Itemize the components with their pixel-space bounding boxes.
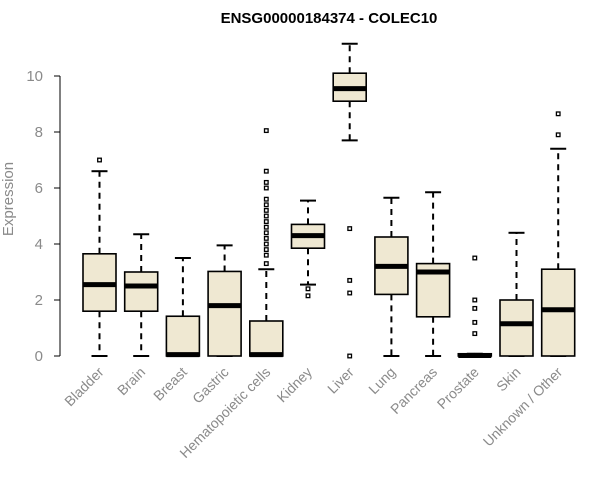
box-group-skin xyxy=(499,231,534,357)
x-category-label: Bladder xyxy=(61,364,107,410)
outlier-point xyxy=(305,286,311,292)
box-group-bladder xyxy=(82,157,117,357)
box xyxy=(249,320,284,357)
outlier-point xyxy=(555,132,561,138)
x-category-label: Brain xyxy=(114,364,148,398)
chart-title: ENSG00000184374 - COLEC10 xyxy=(221,10,438,27)
outlier-point xyxy=(263,230,269,236)
outlier-point xyxy=(263,185,269,191)
outlier-point xyxy=(347,226,353,232)
x-category-label: Lung xyxy=(365,364,398,397)
outlier-point xyxy=(263,213,269,219)
box xyxy=(123,271,159,313)
outlier-point xyxy=(263,235,269,241)
y-axis: 0 2 4 6 8 10 xyxy=(26,68,61,365)
y-tick-label: 4 xyxy=(35,236,43,253)
outlier-point xyxy=(263,224,269,230)
outlier-point xyxy=(263,196,269,202)
outlier-point xyxy=(263,202,269,208)
y-tick-label: 6 xyxy=(35,180,43,197)
outlier-point xyxy=(263,179,269,185)
box xyxy=(540,268,576,357)
x-category-label: Skin xyxy=(493,364,524,395)
box xyxy=(499,299,534,357)
box xyxy=(165,315,201,357)
box-group-hematopoietic-cells xyxy=(249,128,284,358)
outlier-point xyxy=(97,157,102,163)
outlier-point xyxy=(472,319,478,325)
outlier-point xyxy=(305,293,311,299)
box-group-pancreas xyxy=(415,191,451,357)
y-tick-label: 2 xyxy=(35,292,43,309)
outlier-point xyxy=(263,219,269,225)
y-tick-label: 8 xyxy=(35,124,43,141)
x-category-label: Breast xyxy=(150,364,190,404)
box-group-prostate xyxy=(457,255,493,358)
outlier-point xyxy=(472,255,478,261)
x-category-label: Prostate xyxy=(434,364,482,412)
outlier-point xyxy=(347,290,353,296)
box-group-gastric xyxy=(207,244,242,357)
outlier-point xyxy=(263,252,269,258)
outlier-point xyxy=(347,353,353,359)
outlier-point xyxy=(472,297,478,303)
outlier-point xyxy=(472,331,478,337)
outlier-point xyxy=(263,128,269,134)
box-group-brain xyxy=(123,233,159,357)
outlier-point xyxy=(263,261,269,267)
box-group-breast xyxy=(165,257,201,358)
x-category-label: Kidney xyxy=(274,364,316,406)
box-group-liver xyxy=(332,42,368,359)
box-group-lung xyxy=(374,196,409,357)
boxes-layer xyxy=(82,42,576,359)
x-category-label: Liver xyxy=(324,364,357,397)
outlier-point xyxy=(263,207,269,213)
box-group-kidney xyxy=(290,199,326,299)
y-tick-label: 10 xyxy=(26,68,43,85)
x-category-label: Unknown / Other xyxy=(480,364,566,450)
outlier-point xyxy=(263,241,269,247)
y-tick-label: 0 xyxy=(35,348,43,365)
box xyxy=(207,270,242,357)
outlier-point xyxy=(555,111,561,117)
y-axis-label: Expression xyxy=(0,162,17,236)
box-group-unknown-other xyxy=(540,111,576,357)
outlier-point xyxy=(263,247,269,253)
outlier-point xyxy=(347,277,353,283)
outlier-point xyxy=(472,305,478,311)
outlier-point xyxy=(263,168,269,174)
